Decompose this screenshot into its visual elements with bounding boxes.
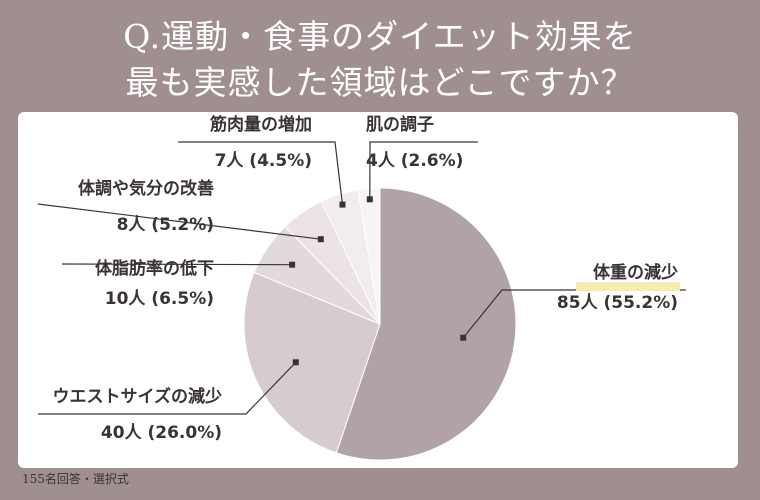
slice-value-label: 10人 (6.5%)	[105, 289, 214, 309]
leader-marker	[317, 236, 324, 243]
pie-slice	[243, 271, 381, 454]
footnote: 155名回答・選択式	[22, 472, 129, 486]
pie-slice	[335, 187, 517, 461]
leader-line	[178, 141, 344, 205]
slice-value-label: 4人 (2.6%)	[366, 151, 463, 171]
slice-value-label: 85人 (55.2%)	[557, 293, 678, 313]
question-title: Q.運動・食事のダイエット効果を 最も実感した領域はどこですか？	[0, 14, 760, 106]
question-line-2: 最も実感した領域はどこですか？	[125, 63, 635, 102]
leader-marker	[366, 196, 373, 203]
question-line-1: Q.運動・食事のダイエット効果を	[123, 17, 637, 56]
slice-label: ウエストサイズの減少	[53, 386, 223, 407]
leader-line	[37, 203, 321, 240]
label-highlight	[576, 282, 680, 291]
slice-label: 肌の調子	[366, 114, 434, 135]
leader-marker	[292, 359, 299, 366]
slice-label: 体調や気分の改善	[78, 178, 214, 199]
leader-line	[369, 141, 478, 200]
slice-value-label: 40人 (26.0%)	[101, 423, 222, 443]
slice-value-label: 8人 (5.2%)	[117, 215, 214, 235]
leader-line	[38, 361, 297, 415]
slice-label: 体脂肪率の低下	[95, 258, 214, 279]
slice-value-label: 7人 (4.5%)	[215, 151, 312, 171]
leader-marker	[289, 261, 296, 268]
leader-marker	[460, 334, 467, 341]
pie-chart: 体重の減少 85人 (55.2%) ウエストサイズの減少 40人 (26.0%) 体脂肪…	[37, 114, 686, 461]
leader-marker	[339, 201, 346, 208]
chart-card: 体重の減少 85人 (55.2%) ウエストサイズの減少 40人 (26.0%) 体脂肪…	[18, 112, 738, 468]
leader-line	[61, 263, 293, 266]
pie-slice	[357, 187, 381, 325]
slice-label: 筋肉量の増加	[209, 114, 312, 135]
slice-label: 体重の減少	[593, 262, 678, 283]
